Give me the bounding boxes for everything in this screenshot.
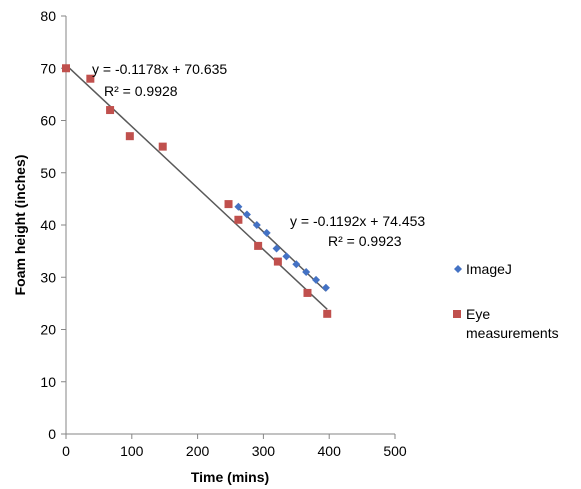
x-tick-label: 200 (186, 443, 210, 459)
point-eye (323, 309, 332, 318)
x-tick-label: 0 (62, 443, 70, 459)
point-imagej (282, 252, 291, 261)
legend-label-eye-line2: measurements (466, 325, 559, 341)
trendline-r2-eye: R² = 0.9928 (104, 83, 178, 99)
point-eye (254, 241, 263, 250)
point-imagej (302, 268, 311, 277)
point-eye (125, 132, 134, 141)
data-points (62, 64, 332, 318)
x-tick-label: 300 (252, 443, 276, 459)
y-axis-title: Foam height (inches) (12, 155, 28, 296)
point-eye (224, 200, 233, 209)
x-tick-label: 100 (120, 443, 144, 459)
point-imagej (292, 260, 301, 269)
trendlines (65, 64, 328, 310)
point-eye (106, 106, 115, 115)
point-eye (303, 288, 312, 297)
y-tick-label: 20 (40, 322, 56, 338)
y-tick-label: 10 (40, 374, 56, 390)
legend-marker-imagej (454, 265, 462, 273)
y-tick-label: 70 (40, 60, 56, 76)
legend-label-eye: Eye (466, 306, 490, 322)
legend: ImageJ Eye measurements (453, 261, 559, 341)
x-axis-title: Time (mins) (191, 469, 269, 485)
point-eye (62, 64, 70, 73)
y-tick-label: 40 (40, 217, 56, 233)
point-imagej (312, 275, 321, 284)
point-imagej (262, 228, 271, 237)
y-tick-label: 50 (40, 165, 56, 181)
y-tick-label: 80 (40, 8, 56, 24)
point-eye (234, 215, 243, 224)
y-tick-label: 60 (40, 113, 56, 129)
trendline-r2-imagej: R² = 0.9923 (328, 233, 402, 249)
x-tick-label: 500 (383, 443, 407, 459)
trendline-eye (65, 64, 328, 310)
trendline-equation-eye: y = -0.1178x + 70.635 (92, 61, 227, 77)
point-imagej (321, 283, 330, 292)
trendline-equation-imagej: y = -0.1192x + 74.453 (290, 213, 425, 229)
point-imagej (242, 210, 251, 219)
axes: 0 10 20 30 40 50 60 70 80 0 100 200 300 400 500 (40, 8, 406, 459)
trendline-imagej (237, 207, 327, 292)
legend-marker-eye (453, 310, 461, 318)
y-tick-label: 0 (48, 426, 56, 442)
point-imagej (272, 244, 281, 253)
legend-label-imagej: ImageJ (466, 261, 512, 277)
point-imagej (234, 202, 243, 211)
point-imagej (252, 221, 261, 229)
point-eye (158, 142, 167, 151)
x-tick-label: 400 (318, 443, 342, 459)
point-eye (86, 74, 95, 83)
y-tick-label: 30 (40, 269, 56, 285)
point-eye (273, 257, 282, 266)
